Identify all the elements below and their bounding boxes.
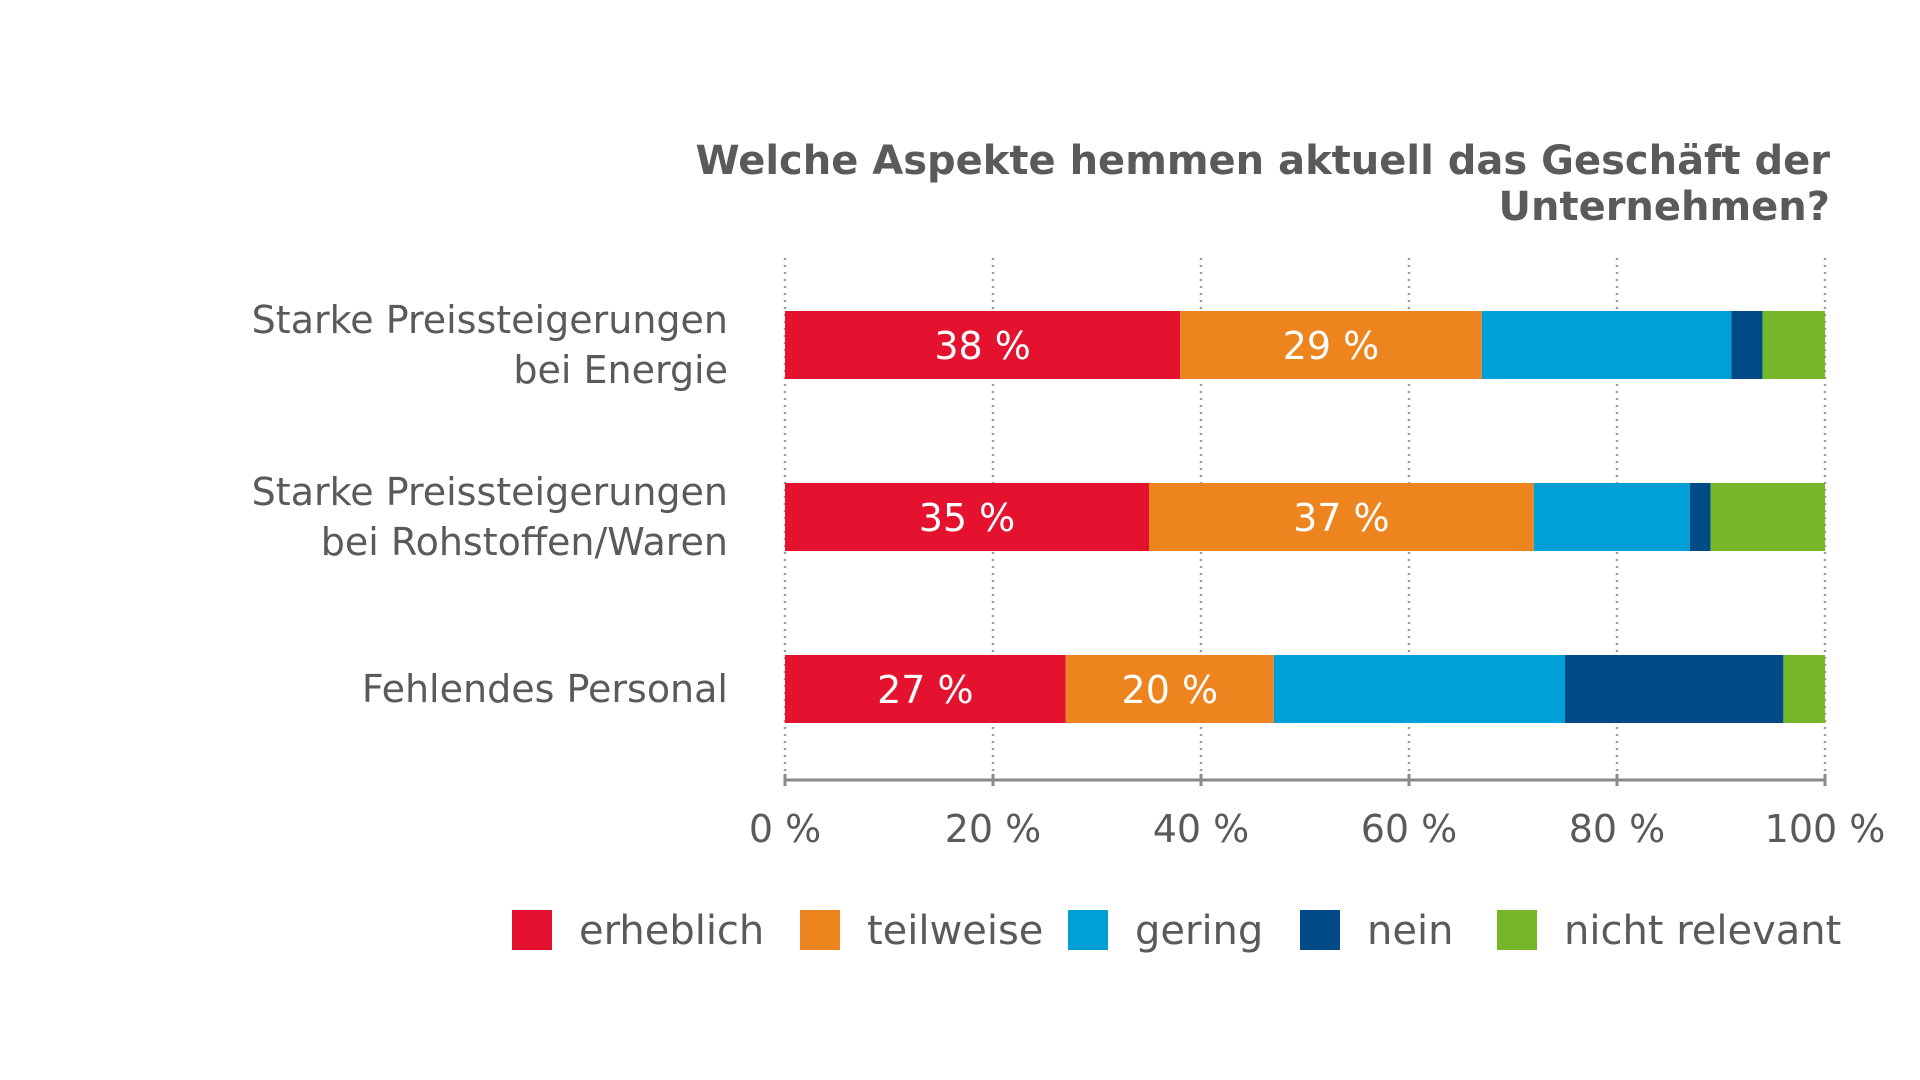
- bars: 38 % 29 % 35 % 37 % 27 % 20 %: [785, 311, 1825, 723]
- category-label-0-1: bei Energie: [513, 348, 728, 392]
- bar-segment-2-0: [785, 655, 1066, 723]
- bar-segment-1-1: [1149, 483, 1534, 551]
- data-label-2-0: 27 %: [877, 668, 974, 712]
- chart-title: Welche Aspekte hemmen aktuell das Geschä…: [695, 138, 1831, 230]
- category-label-1-1: bei Rohstoffen/Waren: [321, 520, 728, 564]
- legend: erheblich teilweise gering nein nicht releva…: [512, 908, 1841, 954]
- x-tick-label-5: 100 %: [1765, 807, 1886, 851]
- legend-label-4: nicht relevant: [1564, 908, 1841, 954]
- bar-segment-1-4: [1710, 483, 1825, 551]
- data-label-2-1: 20 %: [1122, 668, 1219, 712]
- x-tick-label-3: 60 %: [1361, 807, 1458, 851]
- category-label-1-0: Starke Preissteigerungen: [252, 470, 728, 514]
- bar-segment-0-0: [785, 311, 1181, 379]
- category-label-0-0: Starke Preissteigerungen: [252, 298, 728, 342]
- bar-segment-1-0: [785, 483, 1149, 551]
- legend-label-3: nein: [1367, 908, 1453, 954]
- legend-swatch-4: [1497, 910, 1537, 950]
- x-tick-label-1: 20 %: [945, 807, 1042, 851]
- x-tick-label-4: 80 %: [1569, 807, 1666, 851]
- x-axis: 0 % 20 % 40 % 60 % 80 % 100 %: [749, 774, 1886, 851]
- legend-swatch-2: [1068, 910, 1108, 950]
- bar-segment-2-1: [1065, 655, 1274, 723]
- bar-segment-2-2: [1273, 655, 1565, 723]
- bar-segment-0-3: [1731, 311, 1763, 379]
- legend-label-0: erheblich: [579, 908, 764, 954]
- legend-swatch-1: [800, 910, 840, 950]
- bar-segment-2-4: [1783, 655, 1825, 723]
- legend-swatch-0: [512, 910, 552, 950]
- bar-segment-0-4: [1762, 311, 1825, 379]
- x-tick-label-0: 0 %: [749, 807, 821, 851]
- legend-label-1: teilweise: [867, 908, 1043, 954]
- category-label-2-0: Fehlendes Personal: [362, 667, 728, 711]
- bar-segment-0-1: [1180, 311, 1482, 379]
- bar-segment-2-3: [1565, 655, 1784, 723]
- category-labels: Starke Preissteigerungen bei Energie Stark…: [252, 298, 728, 711]
- bar-segment-0-2: [1481, 311, 1732, 379]
- x-tick-label-2: 40 %: [1153, 807, 1250, 851]
- legend-swatch-3: [1300, 910, 1340, 950]
- data-label-1-1: 37 %: [1293, 496, 1390, 540]
- data-label-0-1: 29 %: [1283, 324, 1380, 368]
- data-label-1-0: 35 %: [919, 496, 1016, 540]
- bar-segment-1-3: [1689, 483, 1711, 551]
- data-label-0-0: 38 %: [934, 324, 1031, 368]
- legend-label-2: gering: [1135, 908, 1263, 954]
- bar-segment-1-2: [1533, 483, 1690, 551]
